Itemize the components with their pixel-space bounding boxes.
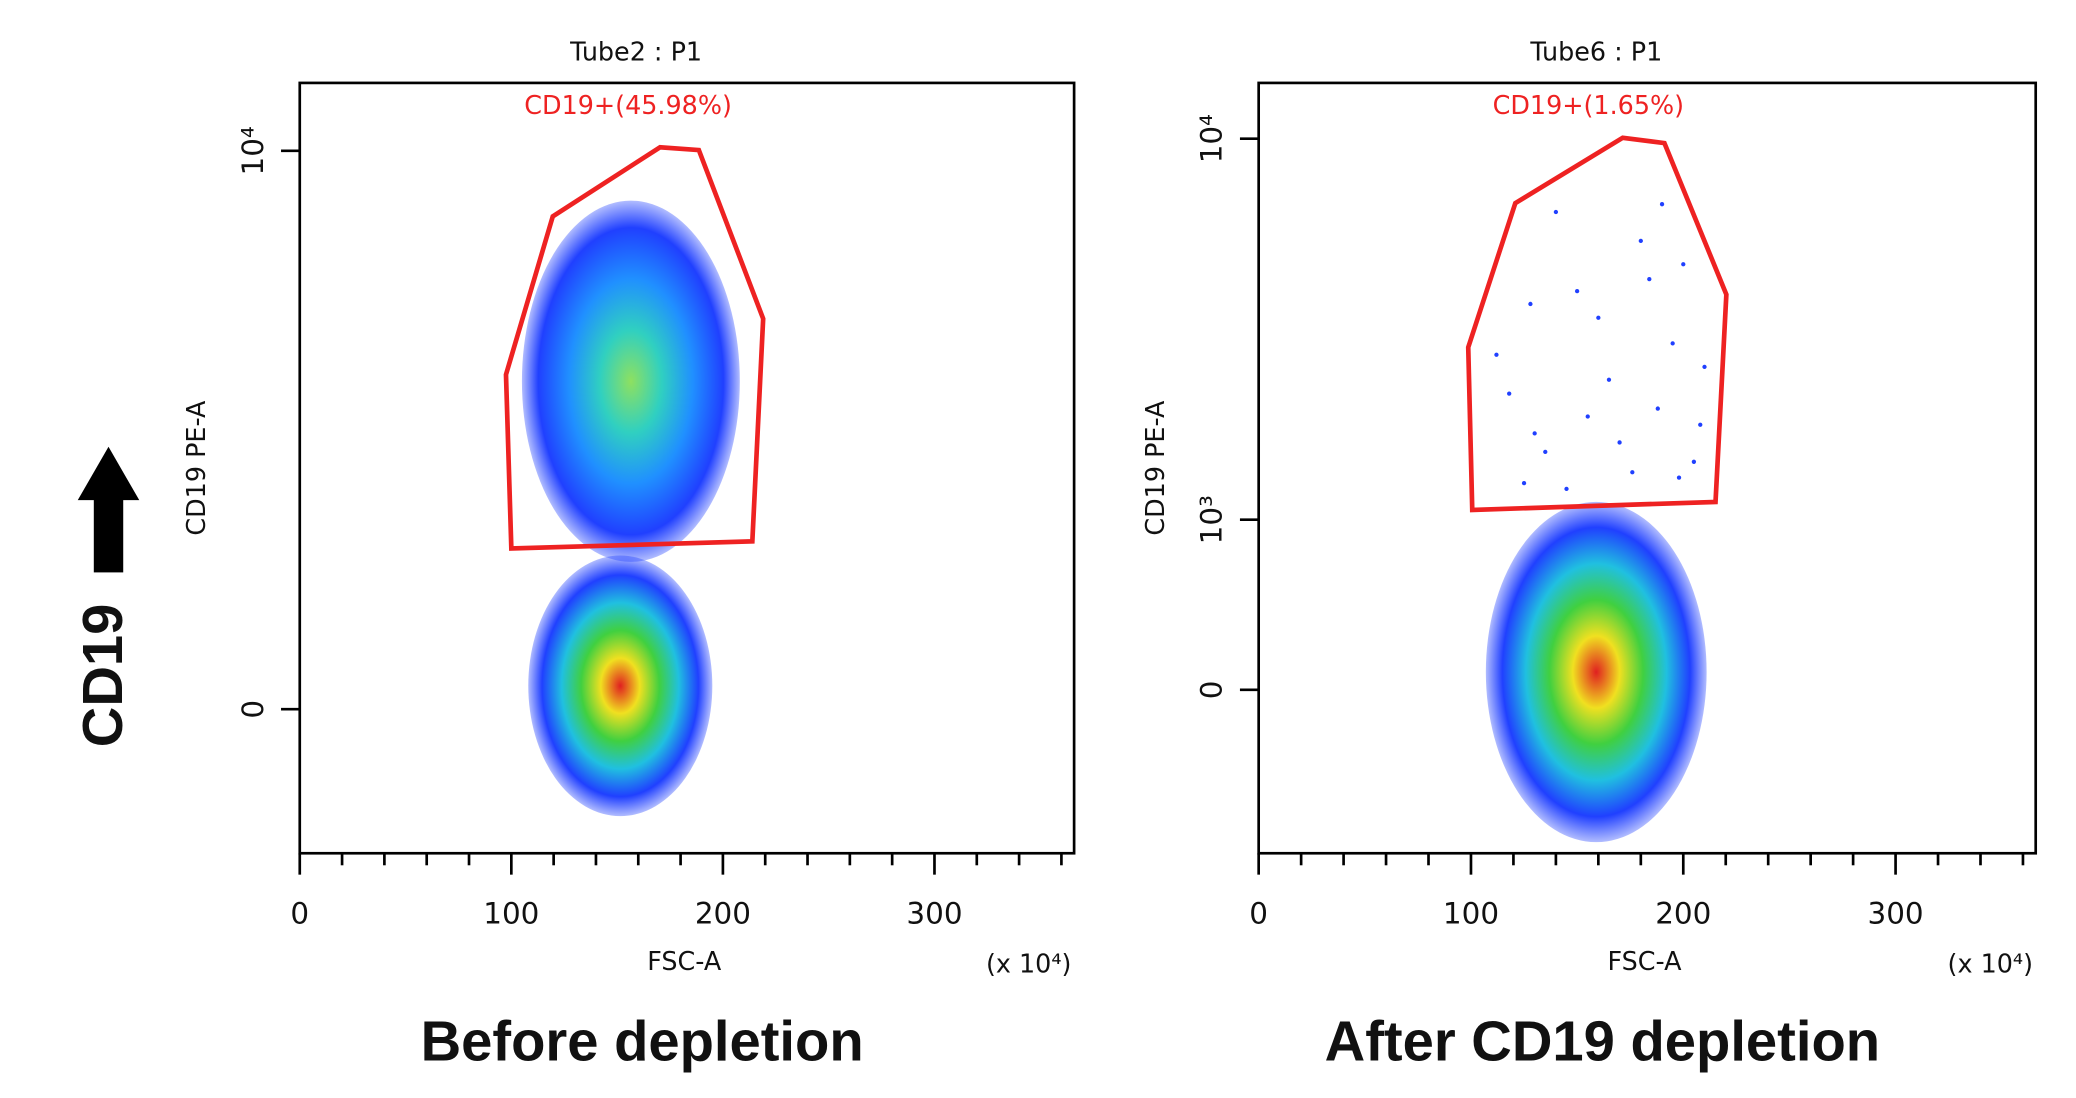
population	[1485, 501, 1707, 843]
x-tick-label: 0	[1249, 896, 1268, 930]
x-tick-label: 300	[906, 896, 962, 930]
population	[521, 200, 740, 562]
event-dot	[1630, 470, 1635, 475]
event-dot	[1574, 288, 1580, 294]
population	[528, 555, 713, 817]
y-tick-label: 0	[236, 700, 270, 719]
gate	[1465, 135, 1729, 513]
y-tick-label: 10⁴	[1195, 114, 1229, 163]
event-dot	[1507, 391, 1512, 396]
x-tick-label: 200	[695, 896, 751, 930]
x-unit: (x 10⁴)	[1948, 949, 2033, 979]
event-dot	[1521, 481, 1527, 486]
y-axis-label: CD19 PE-A	[1140, 400, 1170, 536]
x-tick-label: 0	[290, 896, 309, 930]
event-dot	[1691, 459, 1697, 464]
x-tick-label: 100	[483, 896, 539, 930]
event-dot	[1670, 341, 1675, 346]
gate	[503, 144, 766, 551]
event-dot	[1494, 352, 1499, 357]
gate-label: CD19+(45.98%)	[524, 90, 732, 120]
caption: Before depletion	[421, 1010, 864, 1073]
cd19-arrow	[77, 446, 140, 573]
chart-title: Tube2 : P1	[569, 36, 702, 66]
event-dot	[1532, 431, 1537, 436]
x-axis-label: FSC-A	[647, 946, 722, 976]
y-tick-label: 10⁴	[236, 126, 270, 175]
event-dot	[1659, 202, 1665, 207]
event-dot	[1564, 486, 1569, 491]
x-tick-label: 200	[1655, 896, 1711, 930]
event-dot	[1647, 276, 1652, 282]
caption: After CD19 depletion	[1325, 1010, 1880, 1073]
event-dot	[1655, 406, 1660, 411]
x-tick-label: 100	[1443, 896, 1499, 930]
event-dot	[1553, 209, 1559, 215]
gate-label: CD19+(1.65%)	[1493, 90, 1684, 120]
event-dot	[1698, 422, 1703, 427]
event-dot	[1585, 414, 1590, 419]
event-dot	[1702, 364, 1707, 369]
event-dot	[1617, 440, 1622, 445]
side-label: CD19	[71, 604, 134, 748]
chart-title: Tube6 : P1	[1529, 36, 1662, 66]
plot-frame	[298, 81, 1076, 855]
x-tick-label: 300	[1868, 896, 1924, 930]
x-axis-label: FSC-A	[1607, 946, 1682, 976]
event-dot	[1528, 301, 1533, 307]
y-axis-label: CD19 PE-A	[181, 400, 211, 536]
event-dot	[1596, 315, 1601, 320]
event-dot	[1543, 449, 1548, 455]
event-dot	[1606, 377, 1612, 382]
y-tick-label: 0	[1195, 680, 1229, 699]
y-tick-label: 10³	[1195, 495, 1229, 544]
plot-frame	[1257, 81, 2038, 855]
event-dot	[1638, 238, 1643, 244]
event-dot	[1676, 475, 1682, 480]
event-dot	[1681, 262, 1686, 267]
x-unit: (x 10⁴)	[986, 949, 1071, 979]
